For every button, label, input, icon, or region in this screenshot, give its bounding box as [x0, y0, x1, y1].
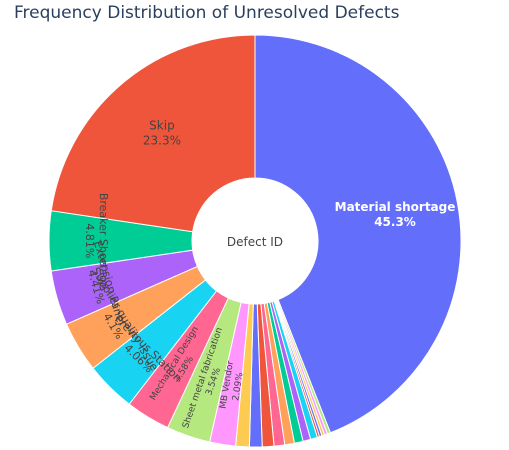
pie-slices	[48, 34, 462, 448]
chart-title: Frequency Distribution of Unresolved Def…	[14, 3, 400, 23]
slice-percent-text: 2.09%	[231, 371, 245, 401]
slice-material-shortage[interactable]	[254, 34, 462, 434]
slice-name-text: Skip	[149, 118, 175, 132]
slice-skip[interactable]	[50, 34, 256, 233]
slice-name-text: Breaker Shortage	[97, 193, 110, 289]
slice-percent-text: 4.81%	[83, 223, 96, 258]
slice-percent-text: 23.3%	[143, 133, 181, 147]
slice-percent-text: 45.3%	[374, 215, 416, 229]
center-label: Defect ID	[227, 235, 283, 249]
slice-name-text: Material shortage	[335, 200, 456, 214]
